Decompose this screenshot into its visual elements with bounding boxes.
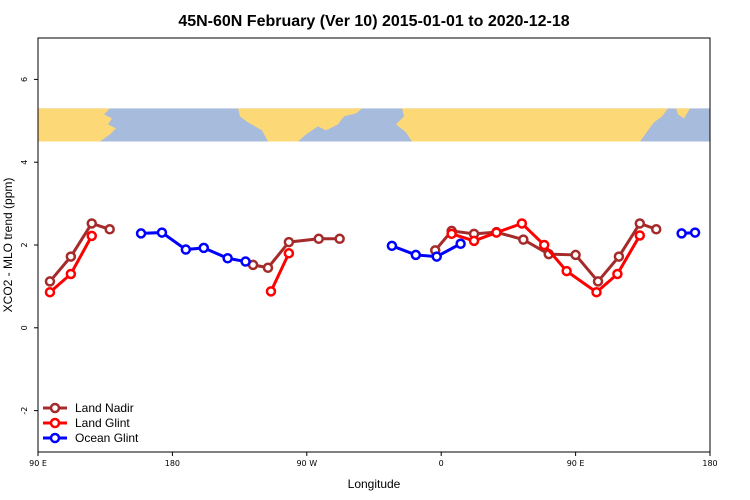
y-tick-label: 6 [20,77,29,82]
data-point [468,235,480,247]
y-tick-label: 0 [20,325,29,330]
x-tick-label: 90 E [567,459,585,468]
data-point [386,240,398,252]
data-point [634,230,646,241]
y-axis-label: XCO2 - MLO trend (ppm) [1,178,15,313]
series-land-nadir [44,218,662,287]
data-point [516,218,528,229]
series-line [269,252,291,293]
data-point [198,242,210,254]
data-point [104,224,115,235]
data-point [86,218,98,229]
data-point [65,251,77,262]
series-ocean-glint [135,227,701,267]
data-point [65,268,77,280]
data-point [689,227,701,238]
data-point [313,233,324,245]
y-tick-label: 4 [20,160,29,165]
data-point [431,251,442,262]
y-axis: -2 0 2 4 6 [20,77,38,415]
series-line [391,242,462,259]
data-point [283,236,295,248]
x-tick-label: 0 [439,459,444,468]
data-point [591,286,602,298]
x-tick-label: 90 W [296,459,317,468]
data-point [592,276,604,287]
data-point [222,252,233,264]
data-point [446,228,457,240]
map-land [396,108,668,142]
legend-swatch-marker [49,402,61,414]
data-point [676,228,687,239]
legend-swatch-marker [49,417,61,429]
legend-swatch-marker [49,432,61,444]
data-point [612,268,623,280]
series-layer [44,218,701,298]
legend-label: Land Nadir [75,401,134,415]
data-point [491,227,502,238]
data-point [156,227,168,238]
data-point [650,224,662,235]
data-point [262,262,274,274]
x-axis: 90 E 180 90 W 0 90 E 180 [29,452,718,468]
data-point [570,249,581,261]
plot-frame [37,37,711,453]
map-land [38,108,116,142]
data-point [86,230,98,242]
y-tick-label: -2 [20,407,29,415]
series-line [48,235,94,294]
data-point [538,239,550,251]
legend-label: Land Glint [75,416,130,430]
world-map-band [38,108,710,142]
x-tick-label: 180 [702,459,717,468]
data-point [283,248,295,259]
x-axis-label: Longitude [348,477,401,491]
data-point [135,228,147,239]
data-point [634,218,646,229]
data-point [44,286,56,298]
series-line [48,221,111,283]
data-point [561,265,572,277]
map-land [238,108,362,142]
data-point [265,286,277,297]
x-tick-label: 90 E [29,459,47,468]
data-point [44,276,56,287]
data-point [240,256,251,267]
x-tick-label: 180 [165,459,180,468]
legend-label: Ocean Glint [75,431,139,445]
series-land-glint [44,218,646,298]
data-point [613,251,625,262]
data-point [334,233,345,245]
chart-title: 45N-60N February (Ver 10) 2015-01-01 to … [178,13,569,30]
data-point [455,238,466,250]
y-tick-label: 2 [20,242,29,247]
data-point [410,249,422,261]
data-point [518,234,529,245]
data-point [180,244,192,255]
map-land [676,108,690,119]
